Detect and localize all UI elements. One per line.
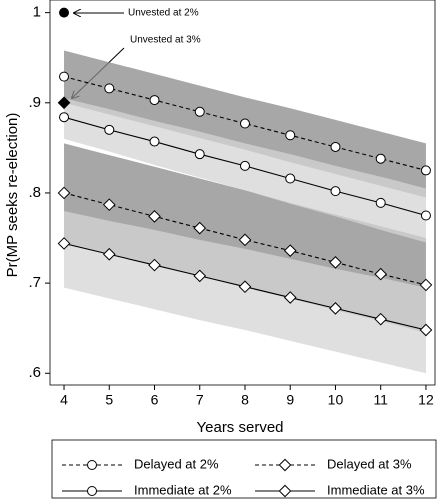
data-point [149, 95, 160, 106]
data-point [330, 186, 341, 197]
data-point [419, 323, 433, 337]
x-tick-label: 10 [328, 392, 344, 408]
x-tick-label: 6 [151, 392, 159, 408]
legend-label: Delayed at 2% [134, 456, 219, 471]
data-point [148, 258, 161, 272]
data-point [283, 244, 297, 257]
x-tick-label: 5 [105, 392, 113, 408]
data-point [149, 136, 160, 147]
data-point [102, 198, 116, 212]
series-line [63, 192, 427, 286]
data-point [374, 312, 388, 326]
y-axis-label: Pr(MP seeks re-election) [4, 113, 21, 278]
data-point [329, 302, 342, 315]
data-point [238, 280, 252, 294]
data-point [285, 173, 296, 184]
y-tick-label: .6 [28, 364, 41, 381]
legend-marker [87, 460, 97, 470]
data-point [57, 186, 71, 200]
data-point [285, 130, 296, 141]
data-point [57, 237, 71, 250]
y-tick-label: .9 [28, 94, 41, 111]
data-point [59, 71, 70, 82]
y-tick-label: .8 [28, 184, 41, 201]
data-point [239, 118, 250, 129]
data-point [375, 197, 386, 208]
data-point [102, 247, 116, 261]
data-point [330, 141, 341, 152]
legend-marker [278, 484, 292, 498]
data-point [420, 210, 431, 221]
data-point [329, 256, 342, 269]
x-tick-label: 12 [418, 392, 434, 408]
unvested-point [59, 7, 70, 18]
data-point [59, 112, 70, 123]
data-point [193, 269, 207, 283]
legend-box [51, 439, 437, 499]
data-point [194, 149, 205, 160]
x-tick-label: 8 [241, 392, 249, 408]
data-point [104, 83, 115, 94]
data-point [374, 267, 388, 281]
data-point [193, 221, 207, 235]
y-tick-label: .7 [28, 274, 41, 291]
data-point [239, 160, 250, 171]
data-point [238, 233, 252, 247]
data-point [375, 153, 386, 164]
legend-marker [278, 458, 292, 472]
x-axis-label: Years served [197, 419, 284, 436]
annotation: Unvested at 2% [128, 8, 199, 19]
data-point [148, 210, 161, 223]
data-point [283, 291, 297, 304]
legend-label: Immediate at 3% [327, 482, 425, 497]
annotation: Unvested at 3% [130, 35, 201, 46]
data-point [194, 106, 205, 117]
data-point [419, 278, 433, 292]
x-tick-label: 11 [373, 392, 388, 408]
legend-label: Immediate at 2% [134, 482, 232, 497]
series-line [63, 76, 427, 171]
y-tick-label: 1 [33, 4, 41, 21]
data-point [420, 165, 431, 176]
x-tick-label: 4 [60, 392, 68, 408]
x-tick-label: 7 [196, 392, 204, 408]
legend-marker [87, 486, 97, 496]
x-tick-label: 9 [286, 392, 294, 408]
unvested-point [57, 96, 71, 110]
legend-label: Delayed at 3% [327, 456, 412, 471]
data-point [104, 124, 115, 135]
